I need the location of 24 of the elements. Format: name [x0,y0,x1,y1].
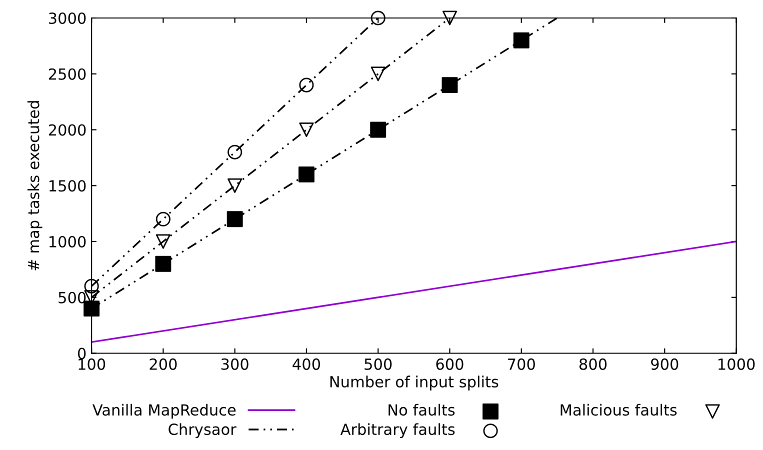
x-tick-label: 800 [579,358,607,370]
legend-label: Chrysaor [168,423,236,438]
x-tick-label: 700 [508,358,535,370]
x-tick-label: 900 [651,358,678,370]
y-tick-label: 0 [78,348,86,360]
legend-label: Vanilla MapReduce [92,404,236,419]
legend-label: Malicious faults [560,404,677,416]
y-tick-label: 2500 [48,68,86,80]
x-tick-label: 300 [221,358,248,370]
x-tick-label: 500 [364,358,392,370]
y-tick-label: 2000 [48,124,86,136]
y-tick-label: 1500 [49,180,86,192]
x-tick-label: 600 [436,358,464,370]
y-tick-label: 3000 [48,12,86,24]
x-tick-label: 400 [292,358,320,370]
x-tick-label: 200 [150,358,177,370]
y-axis-title: # map tasks executed [27,101,42,270]
legend-label: No faults [388,404,455,416]
x-tick-label: 1000 [718,358,755,370]
legend-label: Arbitrary faults [340,423,455,438]
x-tick-label: 100 [78,358,106,370]
y-tick-label: 1000 [49,236,86,248]
x-axis-title: Number of input splits [330,376,498,390]
y-tick-label: 500 [58,292,86,304]
